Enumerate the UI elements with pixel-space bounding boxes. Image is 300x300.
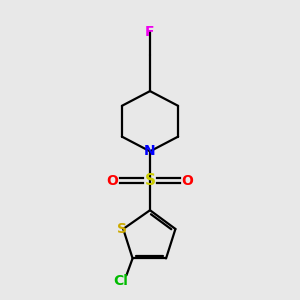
Text: O: O [182, 174, 194, 188]
Text: S: S [117, 222, 127, 236]
Text: O: O [106, 174, 119, 188]
Text: F: F [145, 25, 155, 39]
Text: S: S [145, 173, 155, 188]
Text: Cl: Cl [113, 274, 128, 288]
Text: N: N [144, 144, 156, 158]
